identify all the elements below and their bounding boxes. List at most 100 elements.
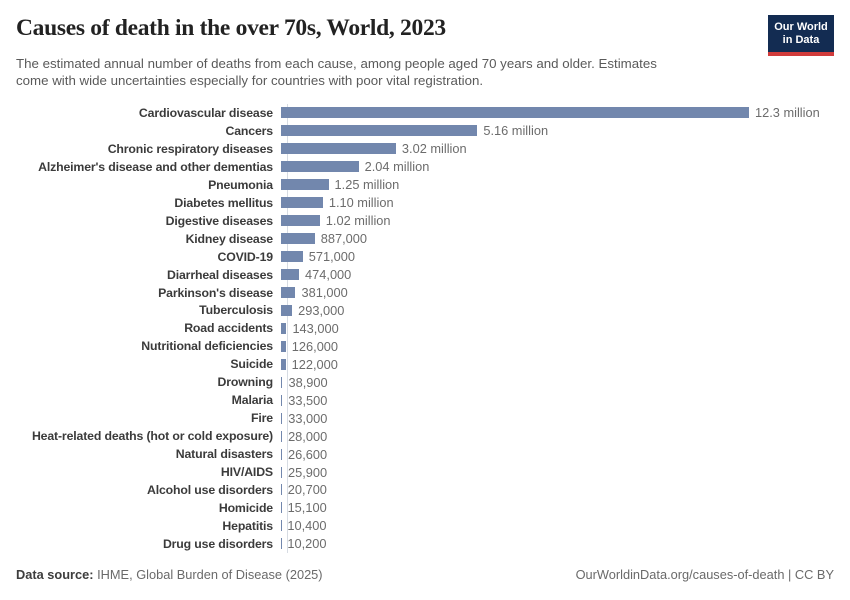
chart-row[interactable]: Natural disasters 26,600 [16, 445, 834, 463]
chart-row[interactable]: Alcohol use disorders 20,700 [16, 481, 834, 499]
bar-label: Heat-related deaths (hot or cold exposur… [31, 429, 273, 444]
credit-link[interactable]: OurWorldinData.org/causes-of-death | CC … [575, 567, 834, 582]
bar-area: 3.02 million [280, 140, 834, 158]
bar-area: 10,200 [280, 535, 834, 553]
bar-area: 12.3 million [280, 104, 834, 122]
bar-chart: Cardiovascular disease 12.3 million Cancer… [16, 104, 834, 554]
bar-area: 1.02 million [280, 212, 834, 230]
y-axis-line [287, 104, 288, 553]
bar-label: Natural disasters [175, 447, 273, 462]
chart-row[interactable]: Suicide 122,000 [16, 355, 834, 373]
bar-value-label: 126,000 [291, 338, 339, 354]
bar[interactable] [281, 412, 283, 424]
chart-row[interactable]: Hepatitis 10,400 [16, 517, 834, 535]
bar-value-label: 33,000 [288, 410, 328, 426]
chart-row[interactable]: HIV/AIDS 25,900 [16, 463, 834, 481]
chart-row[interactable]: Parkinson's disease 381,000 [16, 284, 834, 302]
bar-label: Homicide [218, 500, 273, 515]
bar-label: Nutritional deficiencies [141, 339, 273, 354]
bar[interactable] [281, 394, 283, 406]
bar[interactable] [281, 358, 286, 370]
bar-area: 887,000 [280, 230, 834, 248]
chart-row[interactable]: Kidney disease 887,000 [16, 230, 834, 248]
bar-label: Fire [251, 411, 273, 426]
chart-row[interactable]: Cancers 5.16 million [16, 122, 834, 140]
bar[interactable] [281, 448, 282, 460]
bar-value-label: 33,500 [288, 392, 328, 408]
chart-row[interactable]: Fire 33,000 [16, 409, 834, 427]
bar-area: 20,700 [280, 481, 834, 499]
bar-area: 126,000 [280, 337, 834, 355]
chart-row[interactable]: Cardiovascular disease 12.3 million [16, 104, 834, 122]
bar[interactable] [281, 340, 286, 352]
bar-label: Hepatitis [222, 518, 273, 533]
bar-value-label: 25,900 [287, 464, 328, 480]
bar-area: 293,000 [280, 301, 834, 319]
chart-row[interactable]: Chronic respiratory diseases 3.02 million [16, 140, 834, 158]
bar[interactable] [281, 125, 478, 137]
bar[interactable] [281, 233, 315, 245]
bar[interactable] [281, 376, 283, 388]
bar[interactable] [281, 215, 320, 227]
bar[interactable] [281, 484, 282, 496]
owid-logo-line1: Our World [774, 21, 828, 33]
owid-logo-line2: in Data [782, 34, 820, 46]
bar-value-label: 293,000 [298, 302, 345, 318]
bar-value-label: 1.10 million [328, 195, 394, 211]
chart-row[interactable]: Nutritional deficiencies 126,000 [16, 337, 834, 355]
bar-label: Suicide [230, 357, 273, 372]
bar-value-label: 1.02 million [325, 213, 391, 229]
footer: Data source: IHME, Global Burden of Dise… [16, 567, 834, 582]
data-source: Data source: IHME, Global Burden of Dise… [16, 567, 323, 582]
data-source-label: Data source: [16, 567, 94, 582]
bar[interactable] [281, 322, 287, 334]
bar[interactable] [281, 502, 282, 514]
bar-value-label: 26,600 [288, 446, 328, 462]
bar[interactable] [281, 161, 359, 173]
bar[interactable] [281, 287, 296, 298]
chart-row[interactable]: Digestive diseases 1.02 million [16, 212, 834, 230]
bar[interactable] [281, 197, 323, 209]
chart-row[interactable]: Diabetes mellitus 1.10 million [16, 194, 834, 212]
chart-row[interactable]: Alzheimer's disease and other dementias 2… [16, 158, 834, 176]
bar[interactable] [281, 251, 303, 263]
bar-label: Alzheimer's disease and other dementias [38, 159, 273, 174]
chart-row[interactable]: Tuberculosis 293,000 [16, 301, 834, 319]
bar-label: Digestive diseases [165, 213, 274, 228]
bar-area: 122,000 [280, 355, 834, 373]
bar-value-label: 12.3 million [755, 105, 820, 121]
bar-value-label: 2.04 million [364, 159, 430, 175]
bar-label: Tuberculosis [199, 303, 273, 318]
bar-area: 10,400 [280, 517, 834, 535]
chart-row[interactable]: COVID-19 571,000 [16, 248, 834, 266]
bar[interactable] [281, 269, 300, 281]
subtitle-line-2: come with wide uncertainties especially … [16, 73, 484, 88]
bar-area: 33,000 [280, 409, 834, 427]
bar[interactable] [281, 179, 329, 191]
bar-area: 474,000 [280, 266, 834, 284]
bar-area: 38,900 [280, 373, 834, 391]
chart-row[interactable]: Heat-related deaths (hot or cold exposur… [16, 427, 834, 445]
chart-row[interactable]: Drowning 38,900 [16, 373, 834, 391]
bar-label: Diabetes mellitus [174, 195, 273, 210]
bar[interactable] [281, 466, 282, 478]
chart-row[interactable]: Homicide 15,100 [16, 499, 834, 517]
bar[interactable] [281, 143, 396, 155]
bar-label: Pneumonia [208, 177, 273, 192]
bar[interactable] [281, 107, 749, 119]
chart-row[interactable]: Diarrheal diseases 474,000 [16, 266, 834, 284]
bar[interactable] [281, 430, 283, 442]
owid-logo: Our World in Data [768, 15, 834, 56]
bar-value-label: 122,000 [291, 356, 338, 372]
bar-value-label: 5.16 million [483, 123, 549, 139]
bar-area: 28,000 [280, 427, 834, 445]
bar[interactable] [281, 304, 293, 316]
bar-area: 5.16 million [280, 122, 834, 140]
chart-row[interactable]: Drug use disorders 10,200 [16, 535, 834, 553]
bar-value-label: 3.02 million [401, 141, 467, 157]
chart-row[interactable]: Malaria 33,500 [16, 391, 834, 409]
chart-row[interactable]: Road accidents 143,000 [16, 319, 834, 337]
bar-label: Kidney disease [185, 231, 274, 246]
chart-row[interactable]: Pneumonia 1.25 million [16, 176, 834, 194]
bar-area: 15,100 [280, 499, 834, 517]
